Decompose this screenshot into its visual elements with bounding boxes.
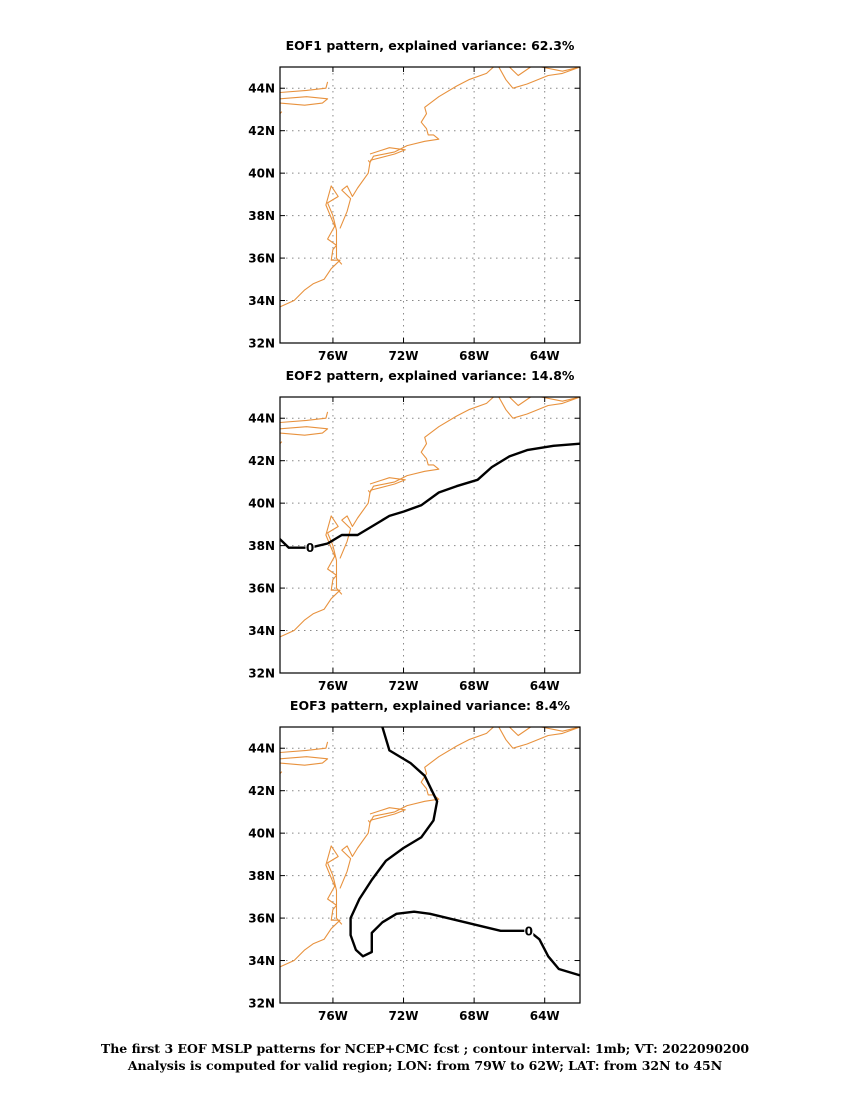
panel-title-eof2: EOF2 pattern, explained variance: 14.8% [285,368,575,383]
coastline-segment [541,727,580,732]
y-tick-label: 38N [248,209,275,223]
coastline-segment [367,160,371,163]
x-tick-label: 76W [318,349,348,363]
y-axis: 32N 34N 36N 38N 40N 42N 44N [248,412,580,681]
coastline-segment [498,727,580,749]
contour-label-bg [524,923,534,938]
contour-label: 0 [306,541,314,555]
caption-line-1: The first 3 EOF MSLP patterns for NCEP+C… [100,1041,750,1056]
y-tick-label: 40N [248,497,275,511]
y-tick-label: 36N [248,252,275,266]
coastline-segment [339,67,494,229]
y-tick-label: 40N [248,167,275,181]
coastline-segment [541,67,580,72]
coastline-segment [498,67,580,89]
x-tick-label: 72W [389,679,419,693]
contour-label-bg [305,540,315,555]
panel-title-eof1: EOF1 pattern, explained variance: 62.3% [285,38,575,53]
map-frame [279,726,581,1004]
y-tick-label: 36N [248,582,275,596]
coastline-segment [280,185,343,308]
coastline-segment [541,397,580,402]
gridlines [280,67,580,343]
coastline-segment [280,96,329,106]
contour-line [280,442,580,549]
coastline-segment [280,515,343,638]
coastline-segment [280,845,343,968]
panel-title-eof3: EOF3 pattern, explained variance: 8.4% [289,698,571,713]
contour-label: 0 [525,924,533,938]
coastline-segment [369,807,406,821]
coastline-segment [369,477,406,491]
coastline-segment [367,490,371,493]
y-tick-label: 40N [248,827,275,841]
gridlines [280,727,580,1003]
coastline [280,67,580,308]
caption-line-2: Analysis is computed for valid region; L… [127,1058,723,1073]
y-tick-label: 44N [248,82,275,96]
coastline-segment [498,397,580,419]
y-tick-label: 34N [248,294,275,308]
map-frame [279,396,581,674]
y-tick-label: 42N [248,784,275,798]
y-tick-label: 38N [248,539,275,553]
coastline-segment [280,81,329,94]
coastline [280,727,580,968]
y-axis: 32N 34N 36N 38N 40N 42N 44N [248,742,580,1011]
y-tick-label: 34N [248,624,275,638]
x-tick-label: 64W [530,679,560,693]
coastline-segment [509,397,531,407]
y-tick-label: 32N [248,997,275,1011]
x-tick-label: 76W [318,679,348,693]
coastline-segment [339,727,494,889]
x-axis: 76W 72W 68W 64W [318,397,560,693]
contour-line [349,727,580,977]
x-tick-label: 64W [530,1009,560,1023]
y-tick-label: 38N [248,869,275,883]
y-tick-label: 32N [248,667,275,681]
y-tick-label: 42N [248,454,275,468]
coastline-segment [280,756,329,766]
y-tick-label: 44N [248,742,275,756]
coastline-segment [339,397,494,559]
map-panel-2: 0 32N 34N 36N 38N 40N 42N 44N 76W 72W 68W 64W [248,396,581,693]
y-tick-label: 36N [248,912,275,926]
y-tick-label: 32N [248,337,275,351]
coastline-segment [509,67,531,77]
y-tick-label: 34N [248,954,275,968]
coastline [280,397,580,638]
coastline-segment [369,147,406,161]
map-panel-1: 32N 34N 36N 38N 40N 42N 44N 76W 72W 68W 64W [248,66,581,363]
coastline-segment [280,741,329,754]
coastline-segment [280,411,329,424]
coastline-segment [509,727,531,737]
y-tick-label: 44N [248,412,275,426]
zero-contour [280,442,580,549]
x-tick-label: 76W [318,1009,348,1023]
map-panel-3: 0 32N 34N 36N 38N 40N 42N 44N 76W 72W 68W 64W [248,726,581,1023]
x-tick-label: 72W [389,1009,419,1023]
x-axis: 76W 72W 68W 64W [318,727,560,1023]
x-tick-label: 72W [389,349,419,363]
y-axis: 32N 34N 36N 38N 40N 42N 44N [248,82,580,351]
y-tick-label: 42N [248,124,275,138]
coastline-segment [367,820,371,823]
zero-contour [349,727,580,977]
x-tick-label: 68W [459,1009,489,1023]
x-tick-label: 68W [459,679,489,693]
gridlines [280,397,580,673]
x-tick-label: 68W [459,349,489,363]
coastline-segment [280,426,329,436]
x-axis: 76W 72W 68W 64W [318,67,560,363]
map-frame [279,66,581,344]
x-tick-label: 64W [530,349,560,363]
